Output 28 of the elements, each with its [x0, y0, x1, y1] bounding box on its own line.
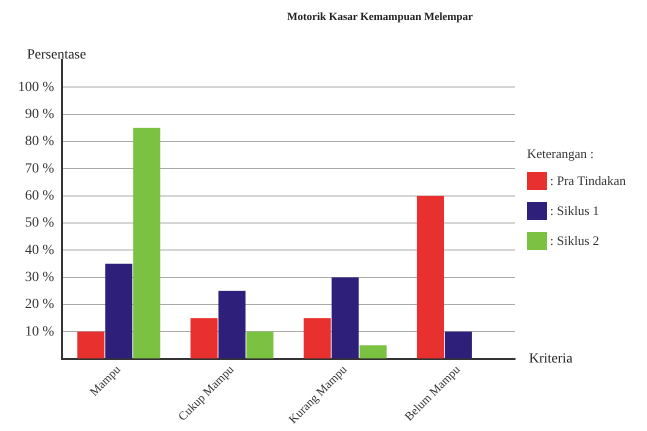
bar [77, 332, 104, 358]
y-axis-title: Persentase [27, 48, 86, 63]
bar [246, 332, 274, 358]
x-axis-title: Kriteria [529, 352, 574, 367]
y-tick-label: 20 % [24, 297, 54, 312]
y-tick-label: 60 % [24, 188, 54, 204]
bar [218, 290, 246, 358]
y-tick-label: 100 % [18, 80, 54, 95]
legend-label: : Siklus 2 [550, 233, 600, 249]
bar [332, 277, 359, 358]
y-tick-label: 10 % [24, 324, 54, 340]
bar [304, 318, 331, 358]
legend-label: : Siklus 1 [550, 203, 600, 219]
y-tick-label: 40 % [24, 242, 54, 258]
bar [416, 196, 444, 358]
y-tick-label: 30 % [24, 270, 54, 286]
bar [190, 318, 218, 358]
chart-title: Motorik Kasar Kemampuan Melempar [287, 10, 474, 23]
legend-title: Keterangan : [527, 146, 595, 162]
legend-label: : Pra Tindakan [550, 173, 626, 189]
y-tick-label: 90 % [24, 107, 54, 122]
y-tick-label: 50 % [24, 216, 54, 231]
y-tick-label: 80 % [24, 134, 54, 150]
bar [360, 345, 387, 358]
bar [133, 128, 160, 358]
bar [444, 332, 472, 358]
y-tick-label: 70 % [24, 161, 54, 176]
bar [105, 264, 132, 358]
